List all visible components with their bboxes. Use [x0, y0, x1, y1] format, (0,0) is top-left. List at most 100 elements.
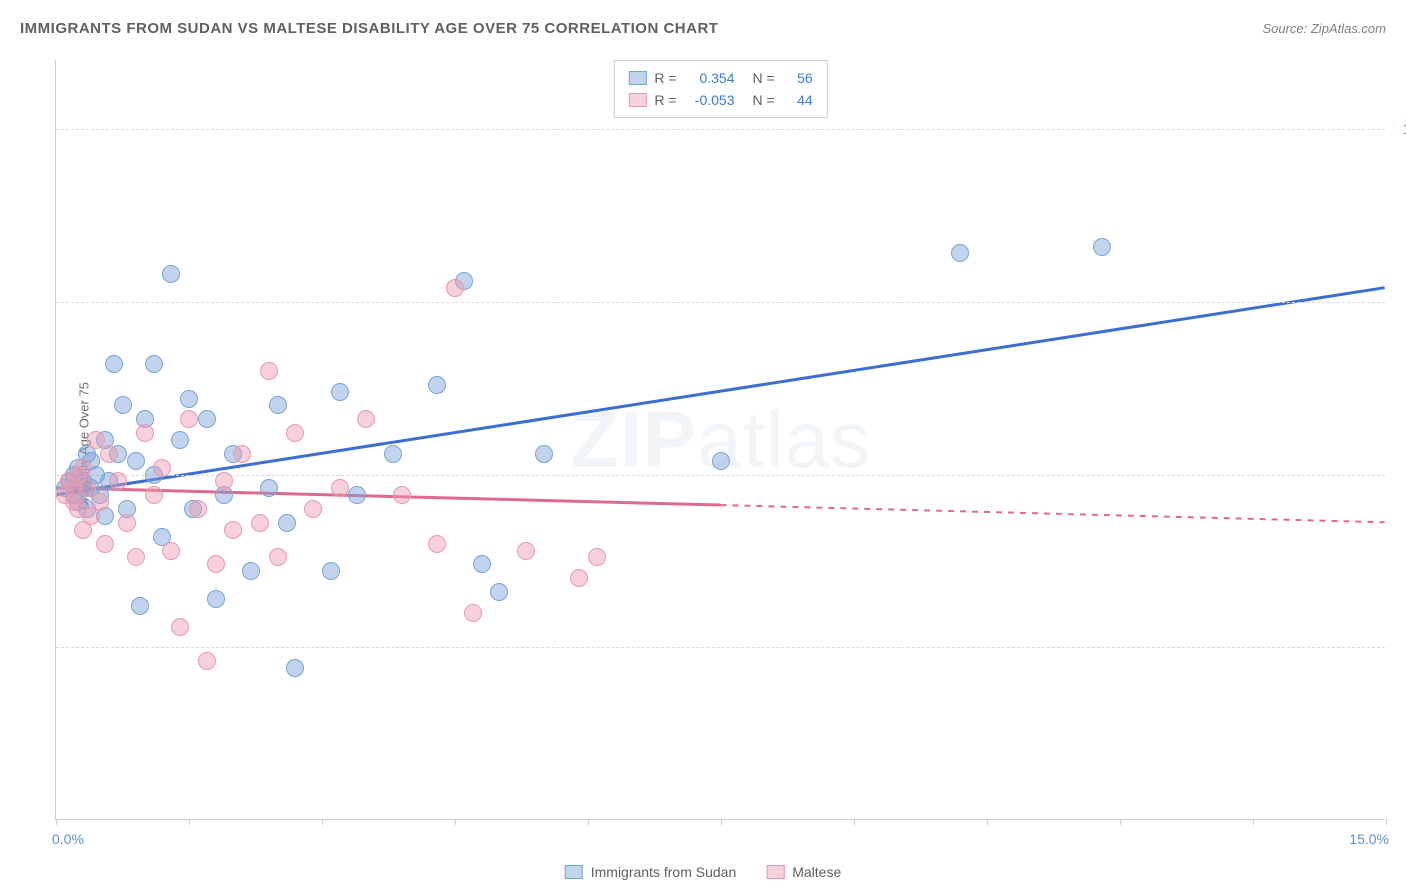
- scatter-point: [304, 500, 322, 518]
- n-value: 44: [783, 89, 813, 111]
- scatter-point: [233, 445, 251, 463]
- n-label: N =: [753, 67, 775, 89]
- scatter-point: [384, 445, 402, 463]
- legend-label: Immigrants from Sudan: [591, 864, 737, 880]
- gridline: [56, 129, 1385, 130]
- x-tick: [1253, 819, 1254, 825]
- scatter-point: [260, 479, 278, 497]
- scatter-point: [348, 486, 366, 504]
- scatter-point: [1093, 238, 1111, 256]
- source-label: Source: ZipAtlas.com: [1262, 21, 1386, 36]
- x-tick-left: 0.0%: [52, 831, 84, 847]
- page-title: IMMIGRANTS FROM SUDAN VS MALTESE DISABIL…: [20, 20, 718, 37]
- y-tick-label: 100.0%: [1390, 121, 1406, 137]
- x-tick: [854, 819, 855, 825]
- scatter-point: [162, 542, 180, 560]
- series-legend: Immigrants from Sudan Maltese: [565, 864, 842, 880]
- gridline: [56, 302, 1385, 303]
- scatter-point: [535, 445, 553, 463]
- n-value: 56: [783, 67, 813, 89]
- scatter-point: [131, 597, 149, 615]
- x-tick-right: 15.0%: [1349, 831, 1389, 847]
- x-tick: [987, 819, 988, 825]
- scatter-point: [446, 279, 464, 297]
- n-label: N =: [753, 89, 775, 111]
- scatter-point: [286, 659, 304, 677]
- x-tick: [322, 819, 323, 825]
- scatter-point: [331, 383, 349, 401]
- scatter-point: [224, 521, 242, 539]
- watermark: ZIPatlas: [570, 394, 871, 486]
- scatter-point: [114, 396, 132, 414]
- scatter-point: [100, 445, 118, 463]
- scatter-point: [136, 424, 154, 442]
- scatter-point: [322, 562, 340, 580]
- scatter-point: [269, 548, 287, 566]
- scatter-point: [145, 486, 163, 504]
- scatter-point: [171, 431, 189, 449]
- scatter-point: [74, 459, 92, 477]
- scatter-point: [91, 493, 109, 511]
- x-tick: [56, 819, 57, 825]
- scatter-point: [260, 362, 278, 380]
- y-tick-label: 75.0%: [1390, 294, 1406, 310]
- scatter-point: [570, 569, 588, 587]
- scatter-point: [286, 424, 304, 442]
- scatter-point: [331, 479, 349, 497]
- legend-item: Immigrants from Sudan: [565, 864, 737, 880]
- scatter-point: [162, 265, 180, 283]
- scatter-point: [127, 548, 145, 566]
- scatter-point: [207, 590, 225, 608]
- scatter-point: [428, 376, 446, 394]
- scatter-point: [207, 555, 225, 573]
- scatter-point: [189, 500, 207, 518]
- scatter-point: [251, 514, 269, 532]
- scatter-point: [473, 555, 491, 573]
- scatter-point: [198, 410, 216, 428]
- scatter-point: [105, 355, 123, 373]
- regression-lines: [56, 60, 1385, 819]
- scatter-point: [393, 486, 411, 504]
- scatter-point: [464, 604, 482, 622]
- y-tick-label: 50.0%: [1390, 467, 1406, 483]
- legend-swatch: [565, 865, 583, 879]
- stats-legend: R = 0.354 N = 56 R = -0.053 N = 44: [613, 60, 827, 118]
- scatter-point: [428, 535, 446, 553]
- scatter-point: [118, 514, 136, 532]
- scatter-point: [357, 410, 375, 428]
- stats-row: R = -0.053 N = 44: [628, 89, 812, 111]
- x-tick: [721, 819, 722, 825]
- gridline: [56, 475, 1385, 476]
- scatter-point: [145, 355, 163, 373]
- r-label: R =: [654, 89, 676, 111]
- r-value: -0.053: [685, 89, 735, 111]
- scatter-point: [588, 548, 606, 566]
- x-tick: [455, 819, 456, 825]
- r-value: 0.354: [685, 67, 735, 89]
- scatter-point: [215, 472, 233, 490]
- legend-swatch: [628, 93, 646, 107]
- gridline: [56, 647, 1385, 648]
- scatter-point: [180, 390, 198, 408]
- x-tick: [588, 819, 589, 825]
- scatter-point: [269, 396, 287, 414]
- scatter-point: [278, 514, 296, 532]
- scatter-plot: ZIPatlas R =0.354N =56R =-0.053N =44 0.0…: [55, 60, 1385, 820]
- legend-swatch: [628, 71, 646, 85]
- scatter-point: [109, 472, 127, 490]
- scatter-point: [171, 618, 189, 636]
- legend-item: Maltese: [766, 864, 841, 880]
- scatter-point: [153, 459, 171, 477]
- r-label: R =: [654, 67, 676, 89]
- legend-label: Maltese: [792, 864, 841, 880]
- legend-swatch: [766, 865, 784, 879]
- x-tick: [1120, 819, 1121, 825]
- scatter-point: [242, 562, 260, 580]
- scatter-point: [517, 542, 535, 560]
- scatter-point: [490, 583, 508, 601]
- scatter-point: [180, 410, 198, 428]
- scatter-point: [127, 452, 145, 470]
- scatter-point: [198, 652, 216, 670]
- scatter-point: [712, 452, 730, 470]
- stats-row: R = 0.354 N = 56: [628, 67, 812, 89]
